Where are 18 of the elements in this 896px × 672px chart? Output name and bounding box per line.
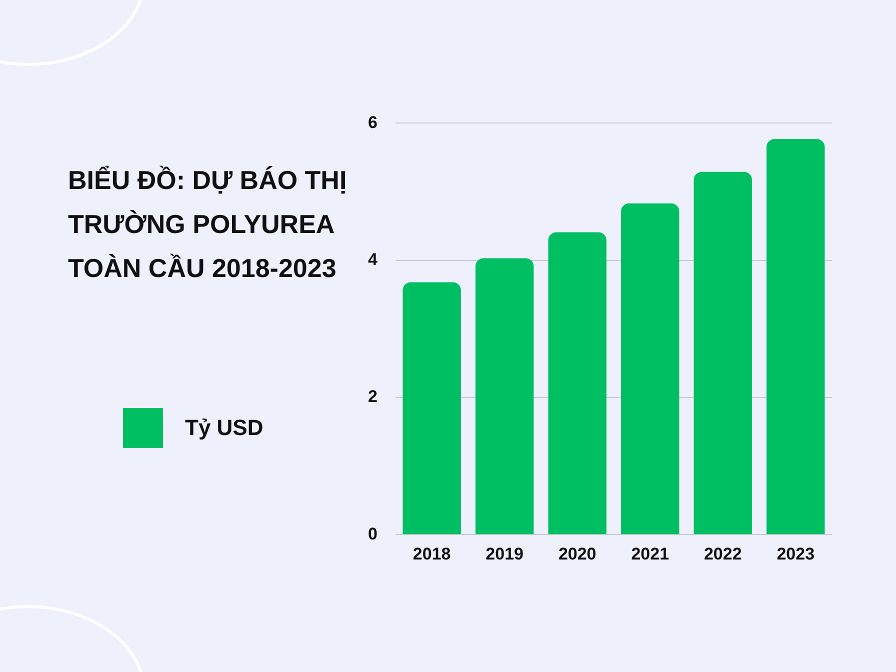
y-tick-label: 6 bbox=[368, 112, 378, 132]
legend-label: Tỷ USD bbox=[185, 415, 264, 441]
x-tick-label: 2018 bbox=[412, 544, 451, 564]
x-tick-label: 2023 bbox=[776, 544, 815, 564]
x-tick-label: 2020 bbox=[558, 544, 596, 564]
bar bbox=[621, 203, 680, 534]
bar bbox=[548, 232, 606, 534]
bar bbox=[766, 138, 825, 534]
bar bbox=[402, 282, 461, 534]
bar bbox=[475, 258, 534, 534]
y-tick-label: 4 bbox=[368, 250, 378, 270]
y-tick-label: 0 bbox=[368, 524, 378, 544]
x-tick-label: 2021 bbox=[631, 544, 670, 564]
y-tick-label: 2 bbox=[368, 387, 378, 406]
bar bbox=[694, 172, 752, 534]
x-tick-label: 2019 bbox=[486, 544, 524, 564]
x-tick-label: 2022 bbox=[704, 544, 742, 564]
text: BIỂU ĐỒ: DỰ BÁO THỊ TRƯỜNG POLYUREA TOÀN CẦU 2018-2023 bbox=[68, 164, 348, 285]
